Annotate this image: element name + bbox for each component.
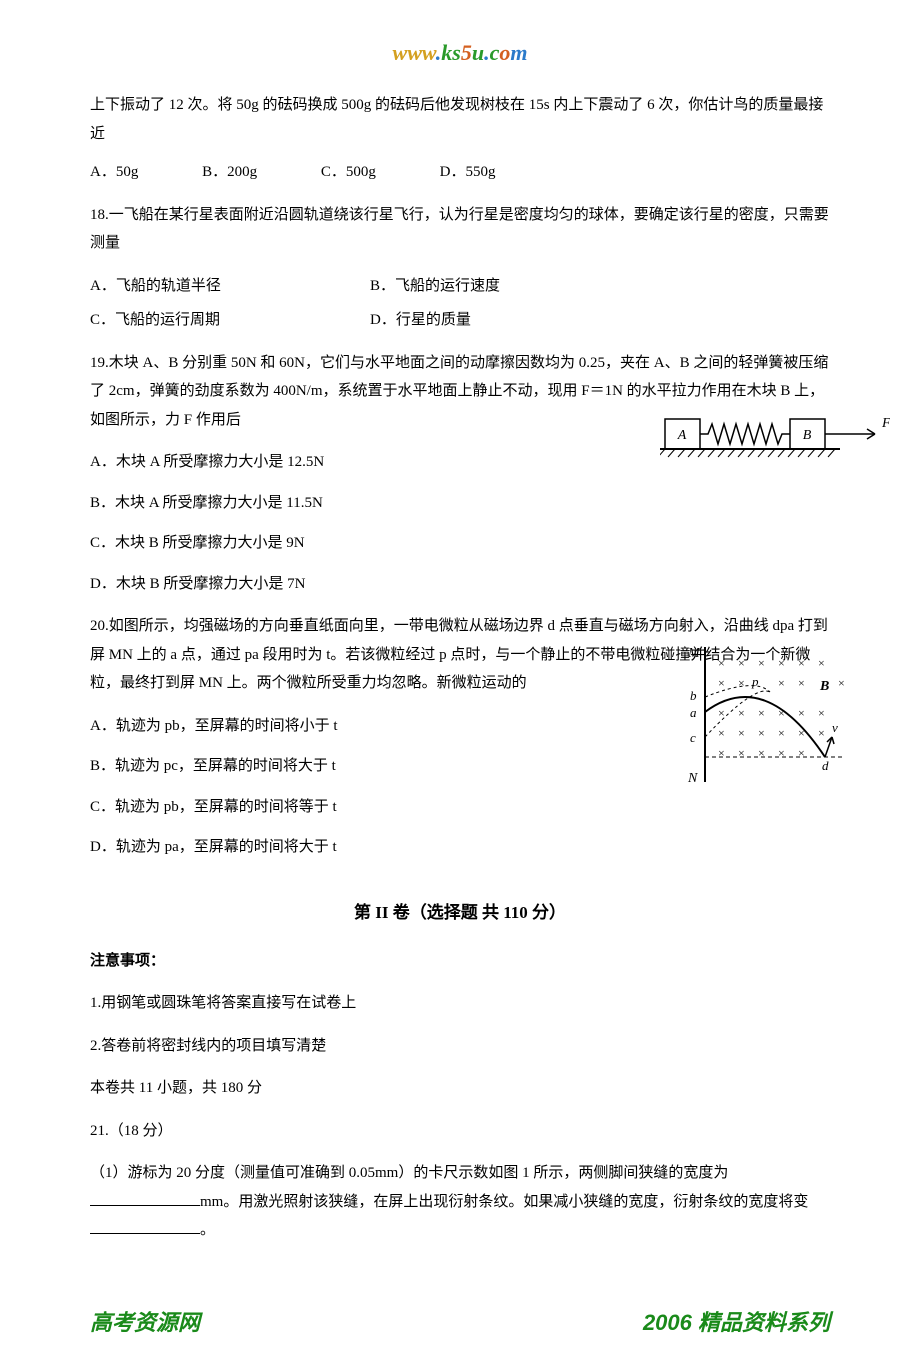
q19-option-b: B．木块 A 所受摩擦力大小是 11.5N — [90, 489, 830, 518]
q18-text: 18.一飞船在某行星表面附近沿圆轨道绕该行星飞行，认为行星是密度均匀的球体，要确… — [90, 201, 830, 258]
svg-text:×: × — [758, 656, 765, 670]
q20-figure: M N b a c ×××××× ××××× ×××××× ×××××× ×××… — [680, 642, 860, 807]
q17-option-d: D．550g — [440, 158, 496, 187]
footer: 高考资源网 2006 精品资料系列 — [90, 1305, 830, 1337]
svg-text:×: × — [718, 676, 725, 690]
q17-option-b: B．200g — [202, 158, 257, 187]
svg-text:×: × — [738, 726, 745, 740]
figure-label-f: F — [881, 416, 890, 431]
svg-text:×: × — [798, 656, 805, 670]
q20-option-d: D．轨迹为 pa，至屏幕的时间将大于 t — [90, 833, 830, 862]
svg-text:×: × — [778, 676, 785, 690]
section-2-title: 第 II 卷（选择题 共 110 分） — [90, 897, 830, 929]
q21-text: （1）游标为 20 分度（测量值可准确到 0.05mm）的卡尺示数如图 1 所示… — [90, 1159, 830, 1245]
svg-text:×: × — [778, 746, 785, 760]
svg-text:×: × — [718, 746, 725, 760]
q21-text-1: （1）游标为 20 分度（测量值可准确到 0.05mm）的卡尺示数如图 1 所示… — [90, 1165, 728, 1181]
svg-text:×: × — [818, 726, 825, 740]
svg-text:×: × — [738, 746, 745, 760]
q21-text-3: 。 — [200, 1222, 215, 1238]
svg-text:p: p — [751, 674, 759, 689]
svg-text:×: × — [798, 746, 805, 760]
q17-option-c: C．500g — [321, 158, 376, 187]
q21-text-2: mm。用激光照射该狭缝，在屏上出现衍射条纹。如果减小狭缝的宽度，衍射条纹的宽度将… — [200, 1194, 808, 1210]
svg-text:×: × — [738, 656, 745, 670]
svg-text:×: × — [818, 656, 825, 670]
footer-left: 高考资源网 — [90, 1305, 200, 1337]
svg-text:a: a — [690, 705, 697, 720]
blank-1 — [90, 1190, 200, 1206]
svg-text:×: × — [738, 706, 745, 720]
header-url: www.ks5u.com — [90, 40, 830, 66]
svg-text:×: × — [758, 746, 765, 760]
footer-right: 2006 精品资料系列 — [643, 1305, 830, 1337]
notice-2: 2.答卷前将密封线内的项目填写清楚 — [90, 1032, 830, 1061]
svg-text:b: b — [690, 688, 697, 703]
figure-label-b: B — [803, 428, 812, 443]
svg-text:B: B — [819, 679, 829, 694]
svg-text:×: × — [718, 656, 725, 670]
q19-option-c: C．木块 B 所受摩擦力大小是 9N — [90, 529, 830, 558]
svg-text:×: × — [818, 706, 825, 720]
svg-text:N: N — [687, 771, 698, 786]
q19-figure: A B F — [660, 409, 890, 474]
svg-text:v: v — [832, 720, 838, 735]
svg-text:×: × — [778, 726, 785, 740]
q17-partial-text: 上下振动了 12 次。将 50g 的砝码换成 500g 的砝码后他发现树枝在 1… — [90, 91, 830, 148]
q18-option-b: B．飞船的运行速度 — [370, 272, 650, 301]
svg-text:×: × — [758, 726, 765, 740]
svg-text:×: × — [778, 656, 785, 670]
q18-option-d: D．行星的质量 — [370, 306, 650, 335]
q18-option-c: C．飞船的运行周期 — [90, 306, 370, 335]
q18-option-a: A．飞船的轨道半径 — [90, 272, 370, 301]
svg-text:×: × — [838, 676, 845, 690]
figure-label-a: A — [677, 428, 687, 443]
svg-text:c: c — [690, 730, 696, 745]
notice-heading: 注意事项： — [90, 947, 830, 976]
svg-text:×: × — [758, 706, 765, 720]
svg-text:×: × — [738, 676, 745, 690]
notice-1: 1.用钢笔或圆珠笔将答案直接写在试卷上 — [90, 989, 830, 1018]
q19-option-d: D．木块 B 所受摩擦力大小是 7N — [90, 570, 830, 599]
svg-text:×: × — [798, 676, 805, 690]
q17-option-a: A．50g — [90, 158, 138, 187]
q21-header: 21.（18 分） — [90, 1117, 830, 1146]
q17-options: A．50g B．200g C．500g D．550g — [90, 158, 830, 187]
q18-options: A．飞船的轨道半径 B．飞船的运行速度 C．飞船的运行周期 D．行星的质量 — [90, 272, 830, 335]
blank-2 — [90, 1218, 200, 1234]
svg-text:×: × — [718, 726, 725, 740]
svg-text:M: M — [687, 646, 701, 661]
svg-text:×: × — [798, 706, 805, 720]
notice-3: 本卷共 11 小题，共 180 分 — [90, 1074, 830, 1103]
svg-text:d: d — [822, 758, 829, 773]
